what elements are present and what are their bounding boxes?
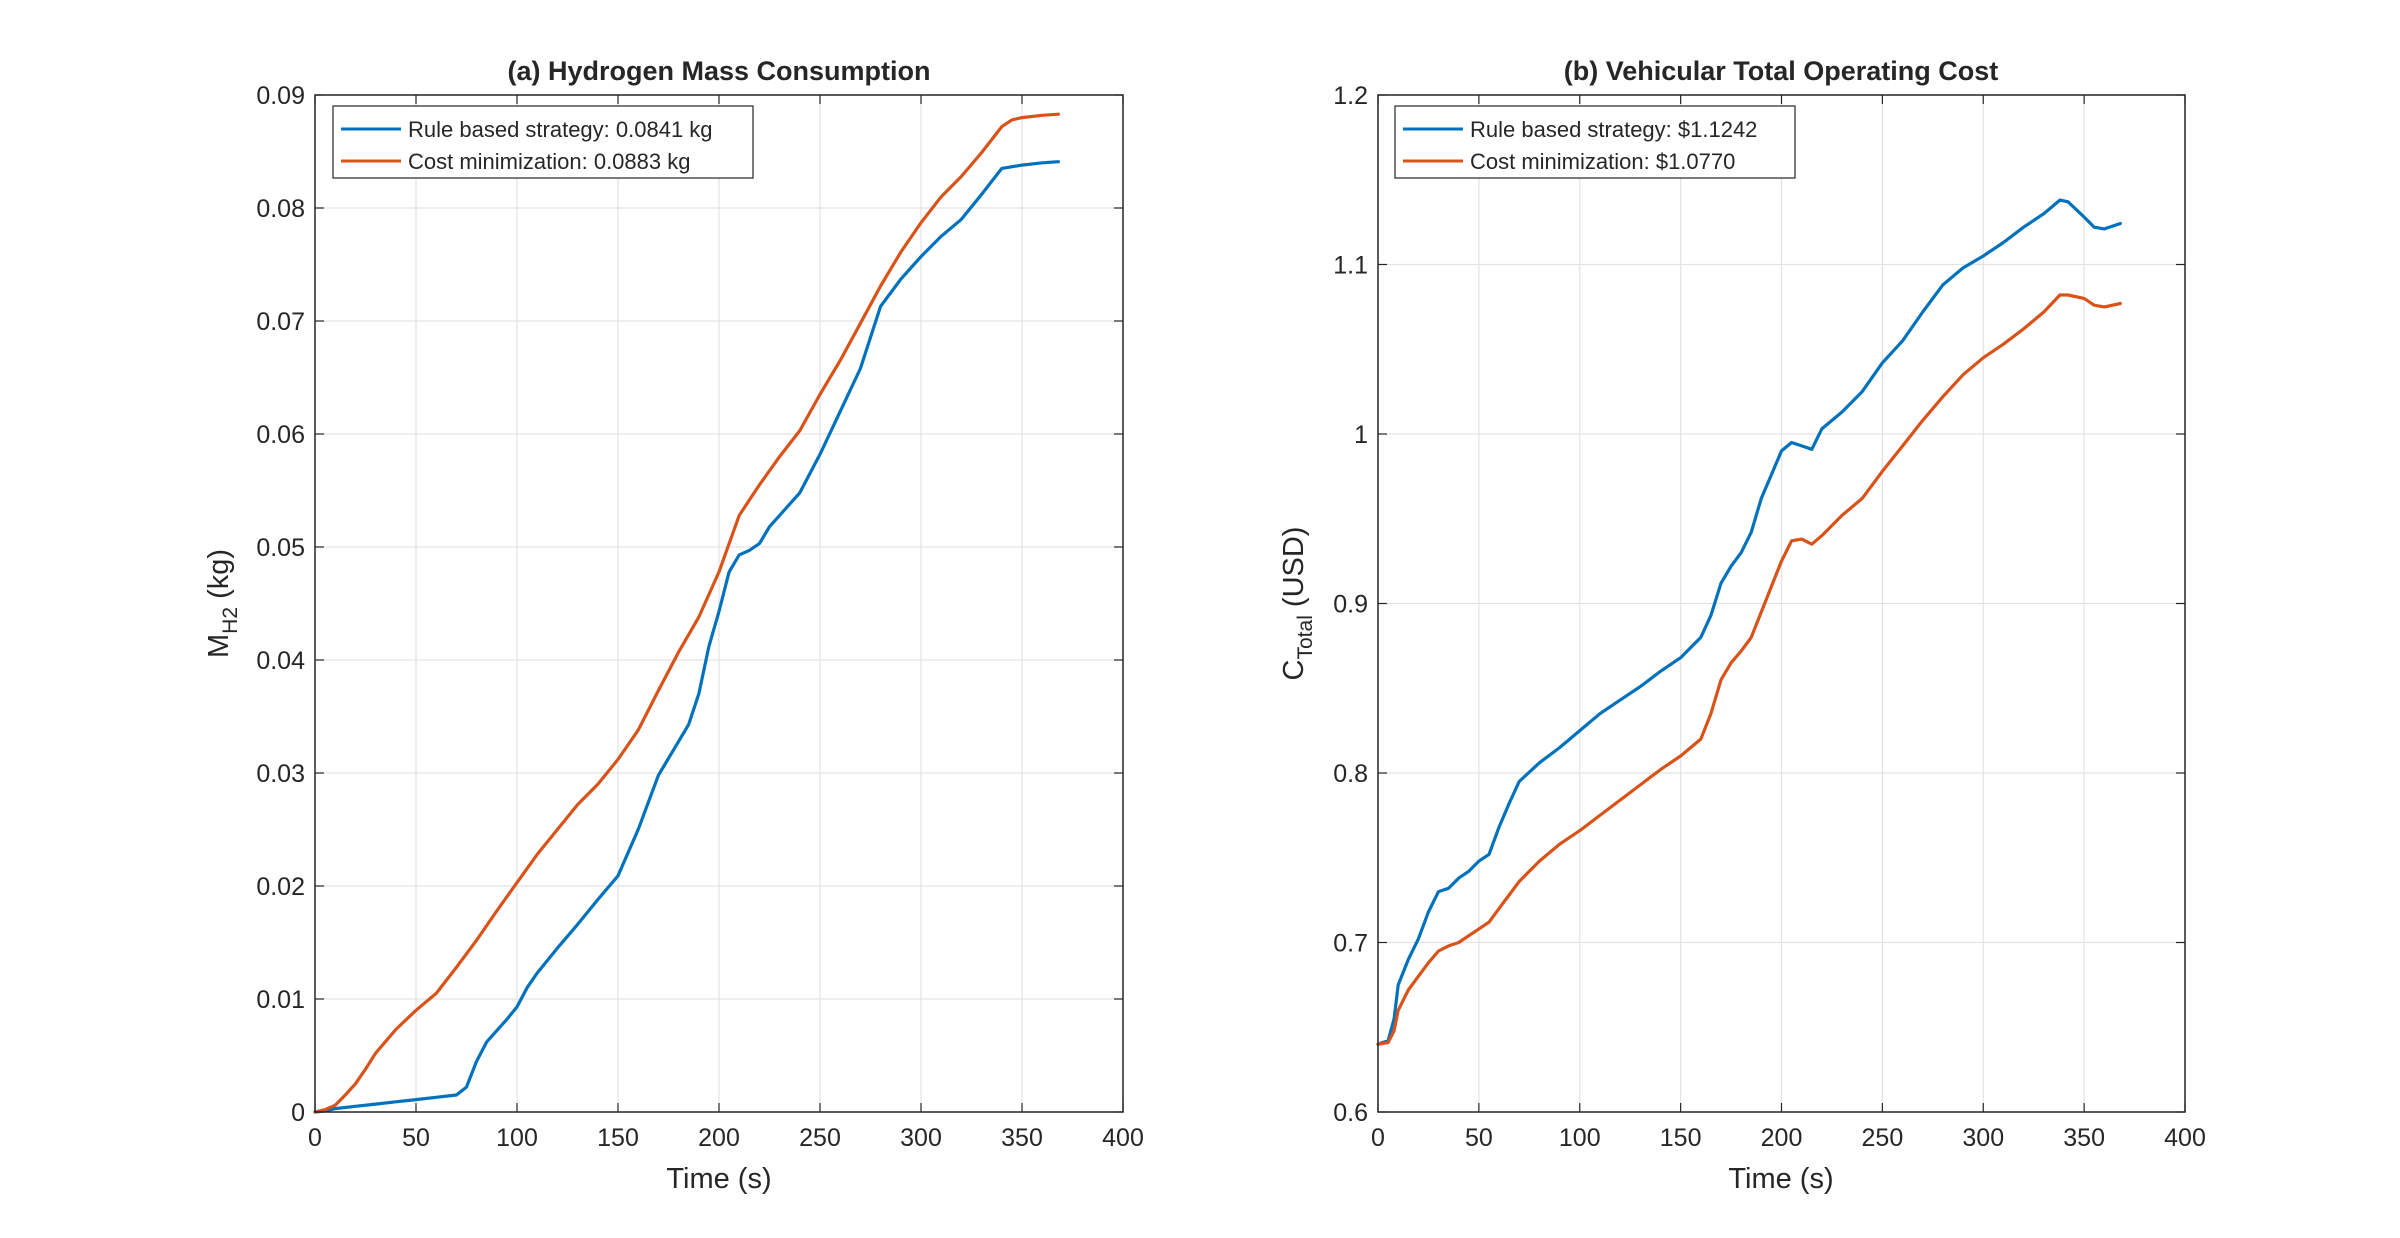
chart-b-legend-label-1: Rule based strategy: $1.1242 — [1470, 117, 1757, 142]
chart-b-ylabel-main: C — [1278, 660, 1310, 681]
chart-a-legend-label-2: Cost minimization: 0.0883 kg — [408, 149, 690, 174]
chart-a-ytick-label-6: 0.06 — [256, 421, 305, 449]
chart-b-ytick-label-2: 0.8 — [1333, 760, 1368, 788]
chart-b-ytick-label-4: 1 — [1354, 421, 1368, 449]
chart-a-ytick-label-1: 0.01 — [256, 986, 305, 1014]
chart-b-xtick-label-6: 300 — [1962, 1124, 2004, 1152]
chart-a-ytick-label-7: 0.07 — [256, 308, 305, 336]
chart-b-series-line-2 — [1376, 293, 2122, 1046]
chart-a-xtick-label-8: 400 — [1102, 1124, 1144, 1152]
chart-a-xtick-label-1: 50 — [402, 1124, 430, 1152]
chart-a-ylabel-sub: H2 — [219, 607, 242, 634]
chart-b-ylabel-unit: (USD) — [1278, 527, 1310, 616]
chart-a-legend-label-1: Rule based strategy: 0.0841 kg — [408, 117, 713, 142]
chart-b-legend: Rule based strategy: $1.1242 Cost minimi… — [1394, 105, 1796, 179]
chart-b-xlabel: Time (s) — [1728, 1163, 1833, 1195]
chart-b-xtick-label-0: 0 — [1371, 1124, 1385, 1152]
chart-a-xtick-label-3: 150 — [597, 1124, 639, 1152]
chart-b-xtick-label-5: 250 — [1862, 1124, 1904, 1152]
chart-b-ytick-label-1: 0.7 — [1333, 930, 1368, 958]
chart-b-xtick-label-2: 100 — [1559, 1124, 1601, 1152]
chart-a-ylabel-unit: (kg) — [203, 549, 235, 607]
chart-a-legend-box — [332, 105, 754, 179]
chart-b-xtick-label-3: 150 — [1660, 1124, 1702, 1152]
chart-a-ylabel-main: M — [203, 634, 235, 658]
chart-b-ytick-label-3: 0.9 — [1333, 591, 1368, 619]
chart-b-series-line-1 — [1376, 198, 2122, 1046]
chart-b-ytick-label-0: 0.6 — [1333, 1099, 1368, 1127]
chart-b-legend-label-2: Cost minimization: $1.0770 — [1470, 149, 1735, 174]
chart-a-ticks: 0 50 100 150 200 250 300 350 400 0 0.01 0.02 0.03 0.0… — [256, 82, 1144, 1152]
chart-b-xtick-label-8: 400 — [2164, 1124, 2206, 1152]
chart-b-ytick-label-6: 1.2 — [1333, 82, 1368, 110]
chart-a: 0 50 100 150 200 250 300 350 400 0 0.01 0.02 0.03 0.0… — [203, 56, 1144, 1195]
chart-a-series-line-2 — [313, 112, 1061, 1114]
chart-a-ytick-label-3: 0.03 — [256, 760, 305, 788]
chart-a-series — [313, 112, 1061, 1114]
chart-a-ytick-label-8: 0.08 — [256, 195, 305, 223]
chart-a-title: (a) Hydrogen Mass Consumption — [507, 56, 930, 86]
chart-b-title: (b) Vehicular Total Operating Cost — [1564, 56, 1999, 86]
chart-b-series — [1376, 198, 2122, 1046]
chart-b-legend-box — [1394, 105, 1796, 179]
chart-a-ytick-label-2: 0.02 — [256, 873, 305, 901]
chart-b-xtick-label-1: 50 — [1465, 1124, 1493, 1152]
chart-a-xtick-label-4: 200 — [698, 1124, 740, 1152]
chart-b-ytick-label-5: 1.1 — [1333, 252, 1368, 280]
chart-a-ytick-label-4: 0.04 — [256, 647, 305, 675]
chart-b: 0 50 100 150 200 250 300 350 400 0.6 0.7 0.8 0.9 1 1.1… — [1278, 56, 2206, 1195]
chart-a-ylabel: MH2 (kg) — [203, 549, 242, 658]
chart-a-series-line-1 — [313, 160, 1061, 1114]
chart-a-xlabel: Time (s) — [666, 1163, 771, 1195]
chart-a-xtick-label-0: 0 — [308, 1124, 322, 1152]
chart-a-xtick-label-5: 250 — [799, 1124, 841, 1152]
chart-b-ticks: 0 50 100 150 200 250 300 350 400 0.6 0.7 0.8 0.9 1 1.1… — [1333, 82, 2206, 1152]
chart-a-ytick-label-5: 0.05 — [256, 534, 305, 562]
chart-b-ylabel: CTotal (USD) — [1278, 527, 1317, 681]
chart-b-ylabel-sub: Total — [1294, 615, 1317, 659]
chart-b-xtick-label-4: 200 — [1761, 1124, 1803, 1152]
chart-b-xtick-label-7: 350 — [2063, 1124, 2105, 1152]
chart-a-legend: Rule based strategy: 0.0841 kg Cost mini… — [332, 105, 754, 179]
chart-a-xtick-label-7: 350 — [1001, 1124, 1043, 1152]
chart-a-ytick-label-0: 0 — [291, 1099, 305, 1127]
chart-a-xtick-label-2: 100 — [496, 1124, 538, 1152]
chart-a-ytick-label-9: 0.09 — [256, 82, 305, 110]
chart-a-xtick-label-6: 300 — [900, 1124, 942, 1152]
